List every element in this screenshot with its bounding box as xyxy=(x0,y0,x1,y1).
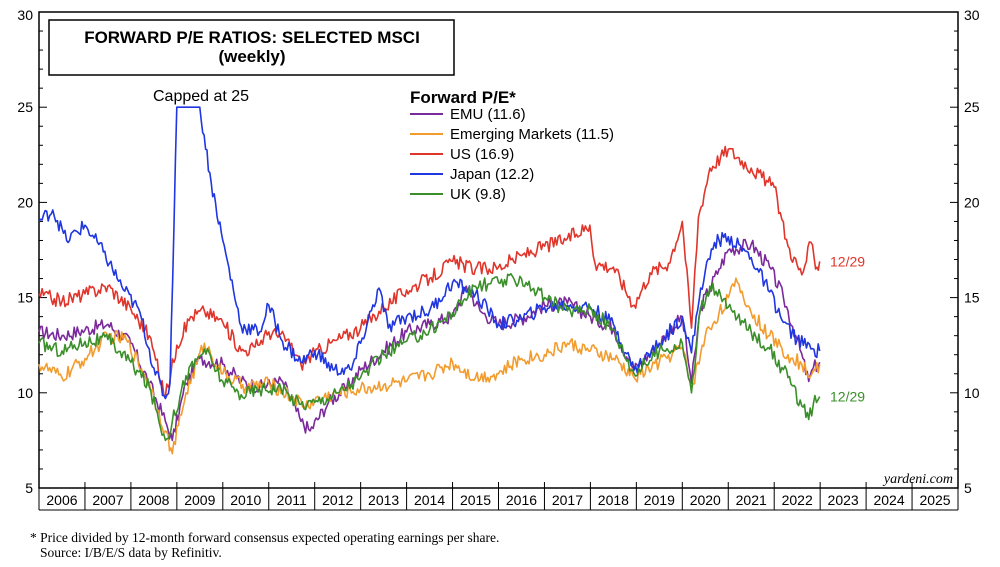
y-axis-left: 5 10 15 20 25 30 xyxy=(17,7,47,496)
y-tick-label: 15 xyxy=(17,290,33,306)
y-tick-label: 20 xyxy=(964,194,980,210)
x-tick-label: 2023 xyxy=(828,492,859,508)
x-tick-label: 2011 xyxy=(277,492,307,508)
cap-annotation: Capped at 25 xyxy=(153,88,249,105)
y-tick-label: 10 xyxy=(964,385,980,401)
x-tick-label: 2015 xyxy=(460,492,491,508)
x-tick-label: 2022 xyxy=(782,492,813,508)
x-tick-label: 2016 xyxy=(506,492,537,508)
legend-entry: UK (9.8) xyxy=(450,186,506,203)
x-tick-label: 2009 xyxy=(184,492,215,508)
x-tick-label: 2018 xyxy=(598,492,629,508)
chart-title: FORWARD P/E RATIOS: SELECTED MSCI xyxy=(84,28,420,47)
y-tick-label: 30 xyxy=(17,7,33,23)
x-tick-label: 2008 xyxy=(138,492,169,508)
end-date-label: 12/29 xyxy=(830,389,865,405)
x-tick-label: 2013 xyxy=(368,492,399,508)
x-tick-label: 2012 xyxy=(322,492,353,508)
y-axis-right: 5 10 15 20 25 30 xyxy=(950,7,980,496)
legend-entry: Emerging Markets (11.5) xyxy=(450,126,614,143)
x-tick-label: 2010 xyxy=(230,492,261,508)
series-lines xyxy=(38,106,821,455)
x-tick-label: 2021 xyxy=(736,492,767,508)
legend-title: Forward P/E* xyxy=(410,88,516,107)
y-tick-label: 5 xyxy=(25,480,33,496)
x-tick-label: 2014 xyxy=(414,492,445,508)
y-tick-label: 15 xyxy=(964,290,980,306)
y-tick-label: 25 xyxy=(17,99,33,115)
end-labels: 12/29 12/29 xyxy=(830,253,865,404)
credit-label: yardeni.com xyxy=(882,472,953,487)
y-tick-label: 20 xyxy=(17,194,33,210)
x-tick-label: 2019 xyxy=(644,492,675,508)
series-line xyxy=(38,145,821,398)
series-line xyxy=(38,106,821,400)
x-tick-label: 2024 xyxy=(873,492,904,508)
legend-entry: US (16.9) xyxy=(450,146,514,163)
series-line xyxy=(38,272,821,442)
footnote-definition: * Price divided by 12-month forward cons… xyxy=(30,530,500,545)
x-tick-label: 2017 xyxy=(552,492,583,508)
end-date-label: 12/29 xyxy=(830,253,865,269)
x-tick-label: 2020 xyxy=(690,492,721,508)
x-tick-label: 2006 xyxy=(46,492,77,508)
y-tick-label: 10 xyxy=(17,385,33,401)
x-axis: 2006 2007 2008 2009 2010 2011 2012 2013 2014 2015… xyxy=(38,482,959,511)
y-tick-label: 25 xyxy=(964,99,980,115)
legend: Forward P/E* EMU (11.6) Emerging Markets … xyxy=(410,88,614,203)
series-line xyxy=(38,238,821,442)
y-tick-label: 30 xyxy=(964,7,980,23)
legend-entry: Japan (12.2) xyxy=(450,166,534,183)
legend-entry: EMU (11.6) xyxy=(450,106,526,123)
title-box: FORWARD P/E RATIOS: SELECTED MSCI (weekl… xyxy=(48,19,455,76)
footnote-source: Source: I/B/E/S data by Refinitiv. xyxy=(40,545,222,560)
x-tick-label: 2007 xyxy=(92,492,123,508)
y-tick-label: 5 xyxy=(964,480,972,496)
x-tick-label: 2025 xyxy=(919,492,950,508)
chart-subtitle: (weekly) xyxy=(218,47,285,66)
